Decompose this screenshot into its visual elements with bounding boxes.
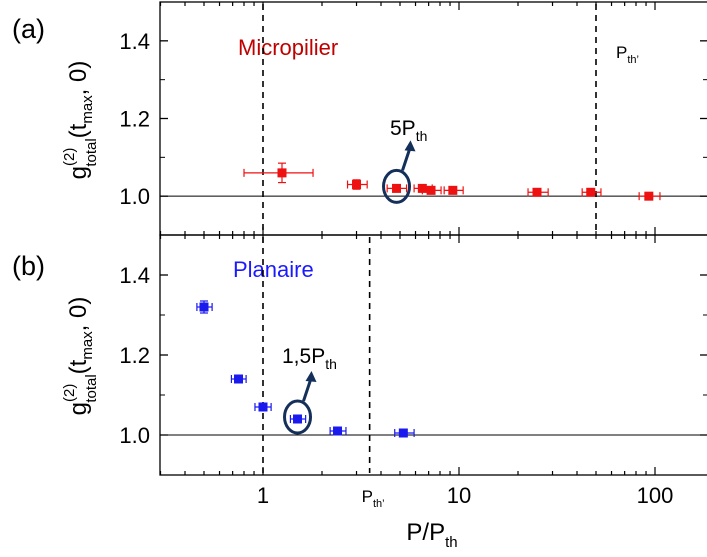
data-point xyxy=(243,162,314,184)
y-tick-label: 1.2 xyxy=(119,343,150,368)
panel-b: (b) Planaire 1.01.21.4 1 10 100 Pth’ 1,5Pt… xyxy=(12,234,707,551)
panel-b-ylabel-sub: total xyxy=(83,374,100,402)
highlight-circle xyxy=(283,399,313,435)
highlight-circle xyxy=(382,168,412,204)
panel-b-ylabel-g: g xyxy=(65,402,92,415)
panel-b-annotation-main: 1,5P xyxy=(282,345,325,368)
square-marker xyxy=(448,185,458,195)
square-marker xyxy=(293,414,303,424)
panel-a-ylabel-sup: (2) xyxy=(61,148,78,166)
panel-b-y-axis-label: g(2) total(tmax, 0) xyxy=(61,297,100,416)
square-marker xyxy=(277,168,287,178)
panel-a-data-points xyxy=(243,162,661,201)
panel-a-pth-prime-main: P xyxy=(616,43,627,62)
panel-a-annotation xyxy=(382,140,416,204)
svg-text:g(2)total(tmax, 0): g(2) total(tmax, 0) xyxy=(61,297,100,416)
data-point xyxy=(196,300,213,314)
panel-b-pth-prime-label: Pth’ xyxy=(362,487,385,510)
panel-a-pth-prime-sub: th’ xyxy=(627,54,639,66)
panel-b-annotation-text: 1,5Pth xyxy=(282,345,337,372)
panel-a-annotation-text: 5Pth xyxy=(390,117,427,144)
panel-a-ylabel-close: , 0) xyxy=(65,61,92,96)
square-marker xyxy=(586,187,596,197)
square-marker xyxy=(532,187,542,197)
panel-b-ylabel-argsub: max xyxy=(79,331,96,360)
panel-b-pth-prime-sub: th’ xyxy=(373,498,385,510)
data-point xyxy=(443,185,464,195)
square-marker xyxy=(426,185,436,195)
panel-b-data-points xyxy=(196,300,415,438)
y-tick-label: 1.4 xyxy=(119,263,150,288)
annotation-arrow-head xyxy=(305,371,317,382)
panel-b-ylabel-close: , 0) xyxy=(65,297,92,332)
data-point xyxy=(329,426,347,436)
panel-a-ylabel-open: (t xyxy=(65,123,92,138)
data-point xyxy=(638,191,661,201)
panel-a-annotation-main: 5P xyxy=(390,117,416,140)
panel-b-annotation-sub: th xyxy=(325,356,337,372)
data-point xyxy=(230,374,247,384)
panel-b-ylabel-sup: (2) xyxy=(61,384,78,402)
data-point xyxy=(254,402,272,412)
x-tick-label: 100 xyxy=(637,483,674,508)
svg-text:g(2)total(tmax, 0): g(2) total(tmax, 0) xyxy=(61,61,100,180)
panel-a-y-axis-label: g(2) total(tmax, 0) xyxy=(61,61,100,180)
data-point xyxy=(289,414,307,424)
square-marker xyxy=(644,191,654,201)
panel-a-ylabel-argsub: max xyxy=(79,95,96,124)
square-marker xyxy=(392,183,402,193)
panel-b-title: Planaire xyxy=(233,257,314,282)
panel-b-y-ticks: 1.0 1.2 1.4 xyxy=(119,234,707,475)
data-point xyxy=(386,183,408,193)
x-axis-label-sub: th xyxy=(445,534,458,551)
panel-a-ylabel-g: g xyxy=(65,166,92,179)
data-point xyxy=(421,185,442,195)
square-marker xyxy=(199,302,209,312)
panel-a-ylabel-sub: total xyxy=(83,138,100,166)
y-tick-label: 1.4 xyxy=(119,29,150,54)
y-tick-label: 1.0 xyxy=(119,184,150,209)
data-point xyxy=(527,187,549,197)
square-marker xyxy=(352,180,362,190)
square-marker xyxy=(258,402,268,412)
panel-a-label: (a) xyxy=(12,14,45,44)
panel-b-annotation xyxy=(283,371,317,435)
y-tick-label: 1.0 xyxy=(119,423,150,448)
panel-a-y-ticks: 1.0 1.2 1.4 xyxy=(119,1,707,235)
annotation-arrow-head xyxy=(404,140,416,152)
square-marker xyxy=(398,428,408,438)
panel-a-title: Micropilier xyxy=(238,35,338,60)
data-point xyxy=(581,187,602,197)
panel-a-threshold-lines xyxy=(262,4,597,233)
y-tick-label: 1.2 xyxy=(119,107,150,132)
x-tick-label: 10 xyxy=(447,483,471,508)
data-point xyxy=(394,428,415,438)
data-point xyxy=(346,179,368,190)
panel-b-pth-prime-main: P xyxy=(362,487,373,506)
x-axis-label: P/Pth xyxy=(406,519,457,551)
panel-a-annotation-sub: th xyxy=(416,128,428,144)
panel-b-label: (b) xyxy=(12,251,45,281)
panel-a-pth-prime-label: Pth’ xyxy=(616,43,639,66)
panel-a: (a) Micropilier 1.0 1.2 1.4 Pth’ 5Pth g(2)… xyxy=(12,1,707,236)
x-tick-label: 1 xyxy=(257,483,269,508)
panel-b-ylabel-open: (t xyxy=(65,359,92,374)
x-axis-label-main: P/P xyxy=(406,519,445,546)
square-marker xyxy=(333,426,343,436)
panel-b-x-ticks: 1 10 100 xyxy=(257,483,673,508)
square-marker xyxy=(234,374,244,384)
